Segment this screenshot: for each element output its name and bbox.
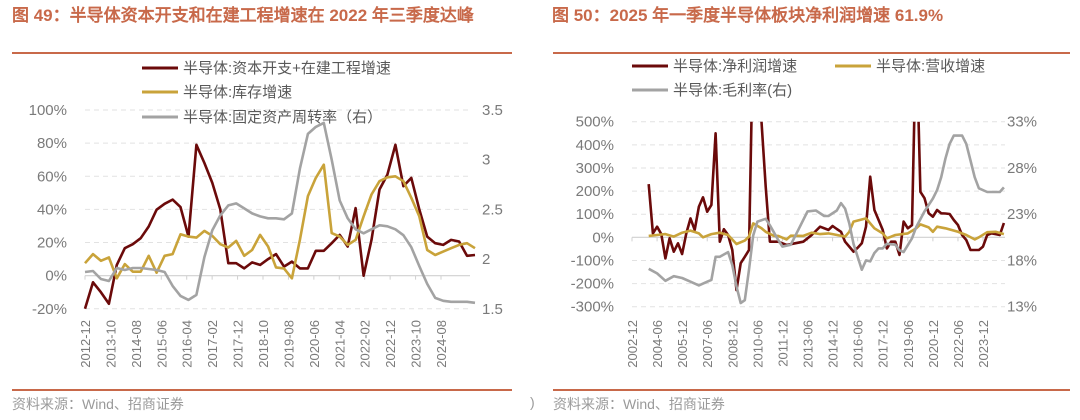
y-left-tick-label: 400%: [576, 137, 614, 154]
y-left-tick-label: 100%: [29, 102, 67, 119]
x-tick-label: 2021-04: [332, 320, 347, 368]
series-line-2: [648, 217, 1005, 246]
series-line-3: [648, 134, 1005, 305]
left-bottom-rule: [12, 389, 512, 391]
x-tick-label: 2016-04: [180, 320, 195, 368]
y-right-tick-label: 1.5: [482, 301, 503, 318]
y-left-tick-label: 100%: [576, 206, 614, 223]
x-tick-label: 2017-12: [231, 320, 246, 368]
right-bottom-rule: [553, 389, 1070, 391]
legend-label-3: 半导体:固定资产周转率（右）: [183, 109, 382, 126]
x-tick-label: 2005-12: [675, 320, 690, 368]
left-chart-title: 图 49：半导体资本开支和在建工程增速在 2022 年三季度达峰: [12, 6, 474, 25]
right-title-rule: [553, 52, 1070, 54]
series-line-1: [647, 121, 1006, 292]
x-tick-label: 2023-12: [976, 320, 991, 368]
y-right-tick-label: 2: [482, 251, 490, 268]
right-chart-title: 图 50：2025 年一季度半导体板块净利润增速 61.9%: [552, 6, 944, 25]
series-line-1: [83, 143, 476, 310]
x-tick-label: 2014-08: [129, 320, 144, 368]
x-tick-label: 2011-12: [775, 320, 790, 367]
x-tick-label: 2007-06: [700, 320, 715, 368]
y-left-tick-label: -200%: [571, 276, 614, 293]
x-tick-label: 2022-06: [951, 320, 966, 368]
x-tick-label: 2023-10: [409, 320, 424, 368]
y-left-tick-label: 300%: [576, 160, 614, 177]
legend-label-2: 半导体:库存增速: [183, 84, 292, 101]
y-right-tick-label: 28%: [1007, 160, 1037, 177]
y-right-tick-label: 13%: [1007, 299, 1037, 316]
legend-label-2: 半导体:营收增速: [876, 58, 985, 75]
right-source-note: 资料来源：Wind、招商证券: [553, 396, 725, 412]
x-tick-label: 2022-02: [358, 320, 373, 368]
x-tick-label: 2017-12: [876, 320, 891, 368]
x-tick-label: 2022-12: [383, 320, 398, 368]
y-left-tick-label: 200%: [576, 183, 614, 200]
x-tick-label: 2015-06: [154, 320, 169, 368]
x-tick-label: 2016-06: [851, 320, 866, 368]
x-tick-label: 2004-06: [650, 320, 665, 368]
x-tick-label: 2002-12: [625, 320, 640, 368]
x-tick-label: 2020-12: [926, 320, 941, 368]
series-group: [83, 121, 476, 310]
x-tick-label: 2012-12: [78, 320, 93, 368]
y-right-tick-label: 2.5: [482, 201, 503, 218]
y-right-tick-label: 3.5: [482, 102, 503, 119]
y-right-tick-label: 18%: [1007, 252, 1037, 269]
y-left-tick-label: -20%: [32, 301, 67, 318]
y-left-tick-label: 80%: [37, 135, 67, 152]
y-left-tick-label: 20%: [37, 235, 67, 252]
series-line-3: [84, 121, 476, 305]
x-tick-label: 2018-10: [256, 320, 271, 368]
y-left-tick-label: 40%: [37, 201, 67, 218]
x-tick-label: 2013-06: [801, 320, 816, 368]
y-left-tick-label: -100%: [571, 252, 614, 269]
x-tick-label: 2014-12: [826, 320, 841, 368]
x-tick-label: 2017-02: [205, 320, 220, 368]
y-left-tick-label: -300%: [571, 299, 614, 316]
x-tick-label: 2024-08: [434, 320, 449, 368]
series-group: [647, 121, 1006, 305]
y-left-tick-label: 0%: [592, 229, 614, 246]
y-right-tick-label: 23%: [1007, 206, 1037, 223]
legend-label-1: 半导体:资本开支+在建工程增速: [183, 60, 391, 77]
x-tick-label: 2019-08: [281, 320, 296, 368]
left-title-rule: [12, 52, 512, 54]
y-right-tick-label: 33%: [1007, 114, 1037, 131]
left-chart: -20% 0% 20% 40% 60% 80% 100% 1.5 2 2.5 3 3.5 2012-12…: [29, 60, 503, 368]
series-line-2: [84, 163, 476, 280]
left-source-note: 资料来源：Wind、招商证券: [12, 396, 184, 412]
y-left-tick-label: 0%: [45, 268, 67, 285]
x-tick-label: 2020-06: [307, 320, 322, 368]
x-tick-label: 2010-06: [750, 320, 765, 368]
x-tick-label: 2013-10: [103, 320, 118, 368]
legend-label-3: 半导体:毛利率(右): [673, 82, 792, 99]
y-left-tick-label: 60%: [37, 168, 67, 185]
x-tick-label: 2008-12: [725, 320, 740, 368]
right-chart: -300% -200% -100% 0% 100% 200% 300% 400% 500% 13%…: [571, 58, 1037, 368]
y-left-tick-label: 500%: [576, 114, 614, 131]
legend-label-1: 半导体:净利润增速: [673, 58, 797, 75]
stray-paren: ): [530, 394, 535, 410]
y-right-tick-label: 3: [482, 152, 490, 169]
x-tick-label: 2019-06: [901, 320, 916, 368]
